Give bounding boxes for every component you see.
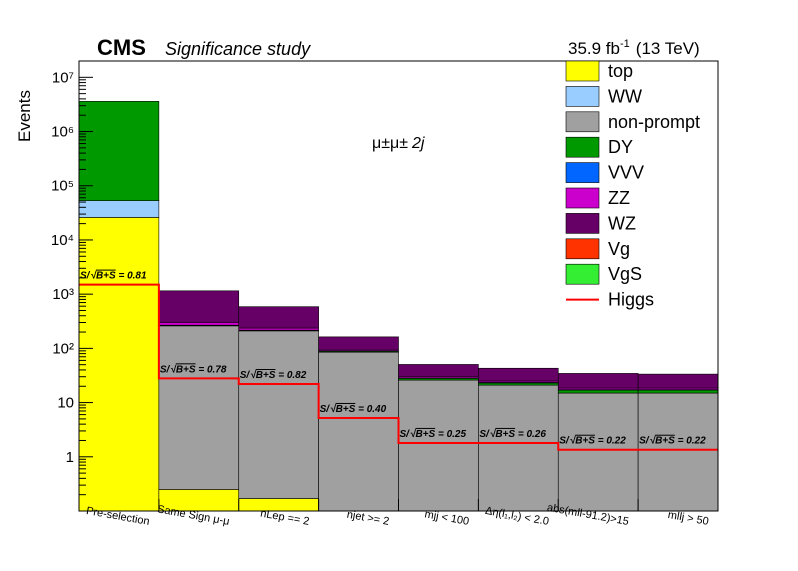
bar-ww-0	[78, 200, 160, 218]
bar-wz-7	[637, 373, 719, 389]
significance-label-6: S/√B+S = 0.22	[559, 436, 626, 447]
y-tick-label-7: 10⁷	[52, 69, 74, 86]
bar-zz-1	[158, 322, 240, 326]
legend-swatch-dy	[565, 136, 600, 158]
bar-dy-2	[238, 330, 319, 332]
bar-dy-6	[557, 389, 639, 394]
bar-non-prompt-6	[557, 392, 639, 512]
bar-non-prompt-7	[637, 392, 719, 512]
legend-label-vvv: VVV	[608, 163, 644, 183]
bar-non-prompt-4	[398, 379, 479, 512]
lumi-value: 35.9 fb	[568, 39, 620, 58]
bar-non-prompt-2	[238, 330, 319, 499]
legend-swatch-wz	[565, 213, 600, 234]
bar-dy-3	[318, 351, 399, 353]
channel-leptons: μ±μ±	[372, 135, 408, 152]
bar-wz-3	[318, 336, 399, 351]
legend-swatch-vg	[565, 238, 600, 260]
bar-non-prompt-1	[158, 325, 240, 490]
legend-swatch-vgs	[565, 263, 600, 285]
bar-top-2	[238, 498, 319, 512]
legend-swatch-non-prompt	[565, 111, 600, 133]
legend-label-wz: WZ	[608, 213, 636, 233]
legend-label-dy: DY	[608, 137, 633, 157]
y-tick-label-4: 10⁴	[51, 232, 74, 249]
lumi-exponent: -1	[620, 38, 630, 50]
bar-wz-1	[158, 290, 240, 323]
significance-label-4: S/√B+S = 0.25	[400, 429, 467, 440]
legend-label-vgs: VgS	[608, 264, 642, 284]
legend-swatch-top	[565, 60, 600, 82]
y-axis-label: Events	[15, 90, 34, 142]
significance-label-3: S/√B+S = 0.40	[320, 404, 387, 415]
y-tick-label-6: 10⁶	[51, 124, 74, 141]
bar-dy-7	[637, 389, 719, 394]
bar-wz-2	[238, 306, 319, 329]
significance-label-7: S/√B+S = 0.22	[639, 436, 706, 447]
y-tick-label-1: 10	[57, 395, 74, 412]
significance-label-1: S/√B+S = 0.78	[160, 364, 227, 375]
y-axis: 1 10 10² 10³ 10⁴ 10⁵ 10⁶ 10⁷	[51, 60, 93, 496]
legend-label-non-prompt: non-prompt	[608, 112, 700, 132]
y-tick-label-3: 10³	[52, 286, 74, 303]
bar-top-0	[78, 217, 160, 512]
bar-wz-4	[398, 364, 479, 377]
channel-label: μ±μ± 2j	[372, 135, 425, 152]
legend-swatch-ww	[565, 86, 600, 107]
y-tick-label-2: 10²	[52, 340, 74, 357]
stacked-bars	[78, 101, 719, 512]
bar-dy-5	[478, 382, 559, 386]
significance-label-2: S/√B+S = 0.82	[240, 370, 307, 381]
chart-subtitle: Significance study	[165, 39, 311, 59]
y-tick-label-5: 10⁵	[51, 178, 74, 195]
bar-wz-5	[478, 367, 559, 382]
energy-label: (13 TeV)	[636, 39, 700, 58]
y-tick-label-0: 1	[66, 449, 74, 466]
lumi-label: 35.9 fb-1 (13 TeV)	[568, 38, 700, 58]
legend-label-ww: WW	[608, 86, 642, 106]
legend-label-top: top	[608, 61, 633, 81]
significance-labels: S/√B+S = 0.81 S/√B+S = 0.78 S/√B+S = 0.82 S…	[80, 271, 706, 447]
bar-dy-0	[78, 101, 160, 201]
legend-swatch-vvv	[565, 162, 600, 183]
bar-wz-6	[557, 373, 639, 389]
significance-label-5: S/√B+S = 0.26	[479, 429, 546, 440]
bar-non-prompt-3	[318, 351, 399, 512]
bar-non-prompt-5	[478, 384, 559, 512]
legend-label-zz: ZZ	[608, 188, 630, 208]
legend-label-vg: Vg	[608, 239, 630, 259]
bar-zz-2	[238, 327, 319, 331]
legend: top WW non-prompt DY VVV ZZ WZ Vg VgS Higgs	[565, 60, 700, 310]
legend-label-higgs: Higgs	[608, 290, 654, 310]
legend-swatch-zz	[565, 187, 600, 209]
higgs-step-line	[79, 283, 718, 451]
experiment-label: CMS	[97, 35, 146, 60]
higgs-line	[79, 283, 718, 451]
channel-jets: 2j	[411, 135, 425, 152]
significance-label-0: S/√B+S = 0.81	[80, 271, 147, 282]
